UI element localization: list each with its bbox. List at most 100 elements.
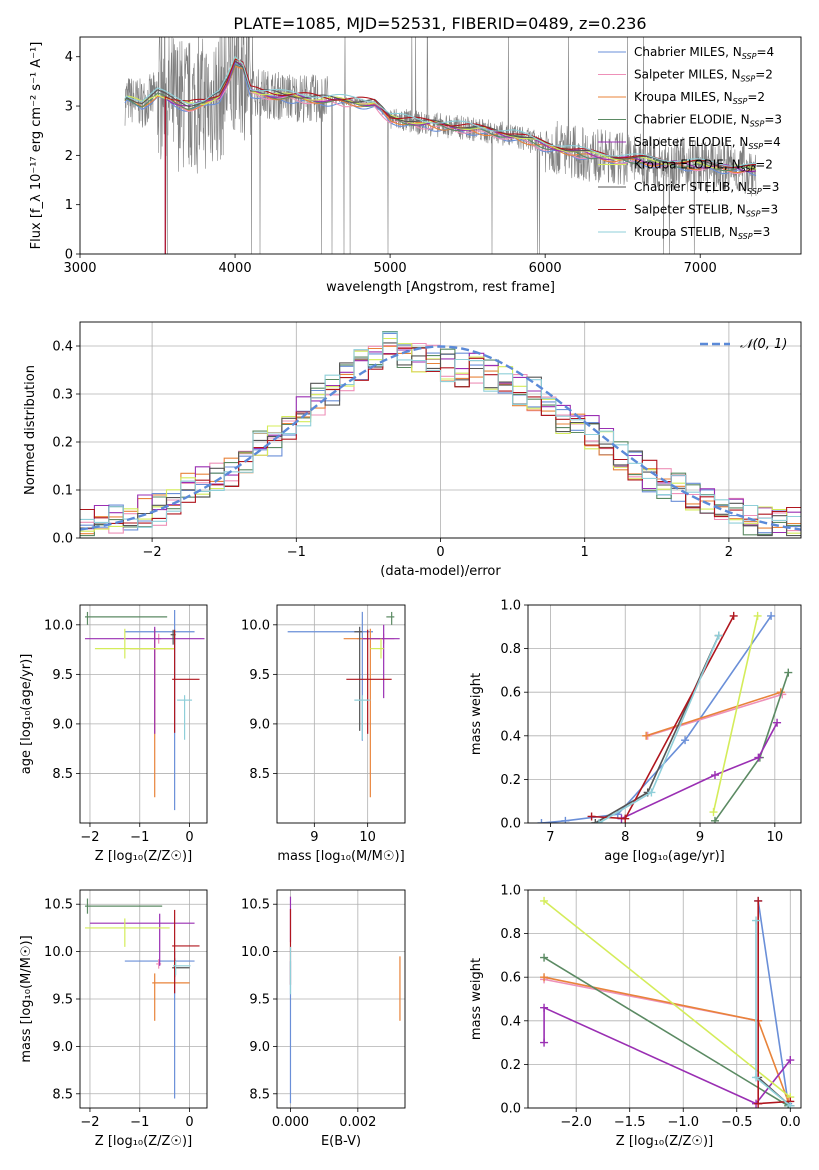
weight-series-salpeter-stelib [754, 896, 795, 1108]
panel-mass_vs_Z: −2 −1 0 8.5 9.0 9.5 10.0 10.5 Z [log₁₀(Z/Z☉)] mas… [19, 889, 208, 1149]
x-tick-label: 0.002 [339, 1115, 376, 1130]
weight-marker [754, 896, 763, 905]
errorbar-chabrier-elodie [84, 611, 168, 625]
x-tick-label: 0 [185, 1115, 193, 1130]
histogram-chabrier-stelib [80, 342, 801, 537]
panel-weight_vs_age: 7 8 9 10 0.0 0.2 0.4 0.6 0.8 1.0 age [log₁₀(age/yr… [469, 599, 802, 864]
weight-marker [710, 771, 719, 780]
weight-series-chabrier-miles [537, 611, 776, 823]
x-axis-label: Z [log₁₀(Z/Z☉)] [95, 1134, 192, 1149]
y-tick-label: 0.6 [500, 971, 521, 986]
legend-label-subscript: SSP [750, 120, 765, 129]
plot-area [287, 611, 400, 798]
legend-label: Salpeter STELIB, NSSP=3 [634, 203, 778, 219]
y-tick-label: 9.5 [52, 993, 73, 1008]
errorbar-salpeter-elodie [89, 913, 195, 966]
y-tick-label: 0.0 [500, 1102, 521, 1117]
x-tick-label: 0.0 [780, 1115, 801, 1130]
weight-marker [754, 753, 763, 762]
panel-residuals: −2 −1 0 1 2 0.0 0.1 0.2 0.3 0.4 (data-model)/error… [23, 321, 802, 579]
panel-spectrum: 3000 4000 5000 6000 7000 0 1 2 3 4 wavelength [Ang… [29, 36, 802, 295]
y-tick-label: 0.8 [500, 927, 521, 942]
errorbar-salpeter-stelib [346, 629, 392, 734]
x-tick-label: −2 [143, 545, 162, 560]
weight-series-salpeter-elodie [617, 718, 782, 823]
x-tick-label: 1 [581, 545, 589, 560]
x-tick-label: −0.5 [721, 1115, 753, 1130]
weight-marker [786, 1056, 795, 1065]
x-tick-label: −1 [287, 545, 306, 560]
weight-marker [710, 816, 719, 823]
y-tick-label: 10.0 [44, 618, 73, 633]
axes-frame [79, 889, 208, 1109]
axes-frame [276, 604, 406, 824]
weight-marker [537, 819, 546, 823]
x-tick-label: 9 [696, 830, 704, 845]
weight-marker [681, 736, 690, 745]
weight-marker [714, 631, 723, 640]
x-tick-label: 0 [185, 830, 193, 845]
y-tick-label: 8.5 [52, 1087, 73, 1102]
legend-label-subscript: SSP [747, 187, 762, 196]
legend-label-text: Kroupa MILES, N [634, 90, 733, 104]
legend-label: Kroupa ELODIE, NSSP=2 [634, 158, 773, 174]
legend-label: Chabrier MILES, NSSP=4 [634, 45, 774, 61]
y-tick-label: 9.5 [52, 668, 73, 683]
weight-marker [595, 819, 604, 823]
y-tick-label: 0.4 [500, 729, 521, 744]
y-tick-label: 8.5 [249, 767, 270, 782]
weight-marker [642, 731, 651, 740]
x-tick-label: −1.0 [667, 1115, 699, 1130]
errorbar-kroupa-miles [152, 973, 190, 1021]
y-tick-label: 0.0 [500, 817, 521, 832]
legend-label: 𝒩(0, 1) [740, 337, 787, 352]
legend-label-suffix: =3 [753, 225, 771, 239]
x-tick-label: 10 [767, 830, 784, 845]
y-tick-label: 0.3 [52, 388, 73, 403]
x-tick-label: −1.5 [614, 1115, 646, 1130]
y-tick-label: 2 [65, 149, 73, 164]
weight-marker [540, 896, 549, 905]
model-line-salpeter-miles [164, 65, 757, 254]
y-tick-label: 10.0 [241, 945, 270, 960]
y-tick-label: 1.0 [500, 599, 521, 614]
errorbar-chabrier-elodie [386, 611, 395, 625]
x-tick-label: −1 [130, 1115, 149, 1130]
legend-label: Kroupa STELIB, NSSP=3 [634, 225, 770, 241]
legend-label-suffix: =3 [760, 203, 778, 217]
x-axis-label: Z [log₁₀(Z/Z☉)] [616, 1134, 713, 1149]
y-tick-label: 10.5 [241, 898, 270, 913]
legend-label-subscript: SSP [746, 210, 761, 219]
weight-series-kroupa-stelib [595, 631, 723, 823]
errorbar-kroupa-stelib [173, 961, 191, 976]
y-tick-label: 10.0 [241, 618, 270, 633]
y-tick-label: 8.5 [52, 767, 73, 782]
legend-label: Salpeter ELODIE, NSSP=4 [634, 135, 781, 151]
weight-marker [587, 812, 596, 821]
legend-label-suffix: =2 [755, 68, 773, 82]
y-axis-label: Normed distribution [23, 365, 38, 495]
axes-frame [79, 36, 802, 255]
weight-line [714, 672, 790, 822]
weight-marker [754, 1099, 763, 1108]
weight-marker [540, 1003, 549, 1012]
y-tick-label: 9.0 [249, 1040, 270, 1055]
weight-marker [709, 808, 718, 817]
y-tick-label: 9.0 [52, 1040, 73, 1055]
errorbar-kroupa-miles [129, 628, 175, 798]
errorbar-kroupa-elodie [370, 638, 384, 659]
y-tick-label: 10.0 [44, 945, 73, 960]
legend-label-subscript: SSP [733, 97, 748, 106]
errorbar-chabrier-elodie [84, 898, 163, 914]
normal-distribution-curve [80, 345, 801, 531]
y-axis-label: mass [log₁₀(M/M☉)] [19, 935, 34, 1062]
panel-mass_vs_ebv: 0.000 0.002 8.5 9.0 9.5 10.0 10.5 E(B-V) [241, 889, 406, 1149]
weight-marker [786, 1101, 795, 1108]
plot-area [124, 37, 757, 254]
legend-label-text: Kroupa ELODIE, N [634, 158, 741, 172]
weight-series-chabrier-miles [754, 896, 793, 1108]
plot-area [540, 896, 795, 1108]
legend-label-suffix: =3 [762, 180, 780, 194]
y-tick-label: 0 [65, 248, 73, 263]
errorbar-chabrier-miles [124, 951, 195, 1099]
